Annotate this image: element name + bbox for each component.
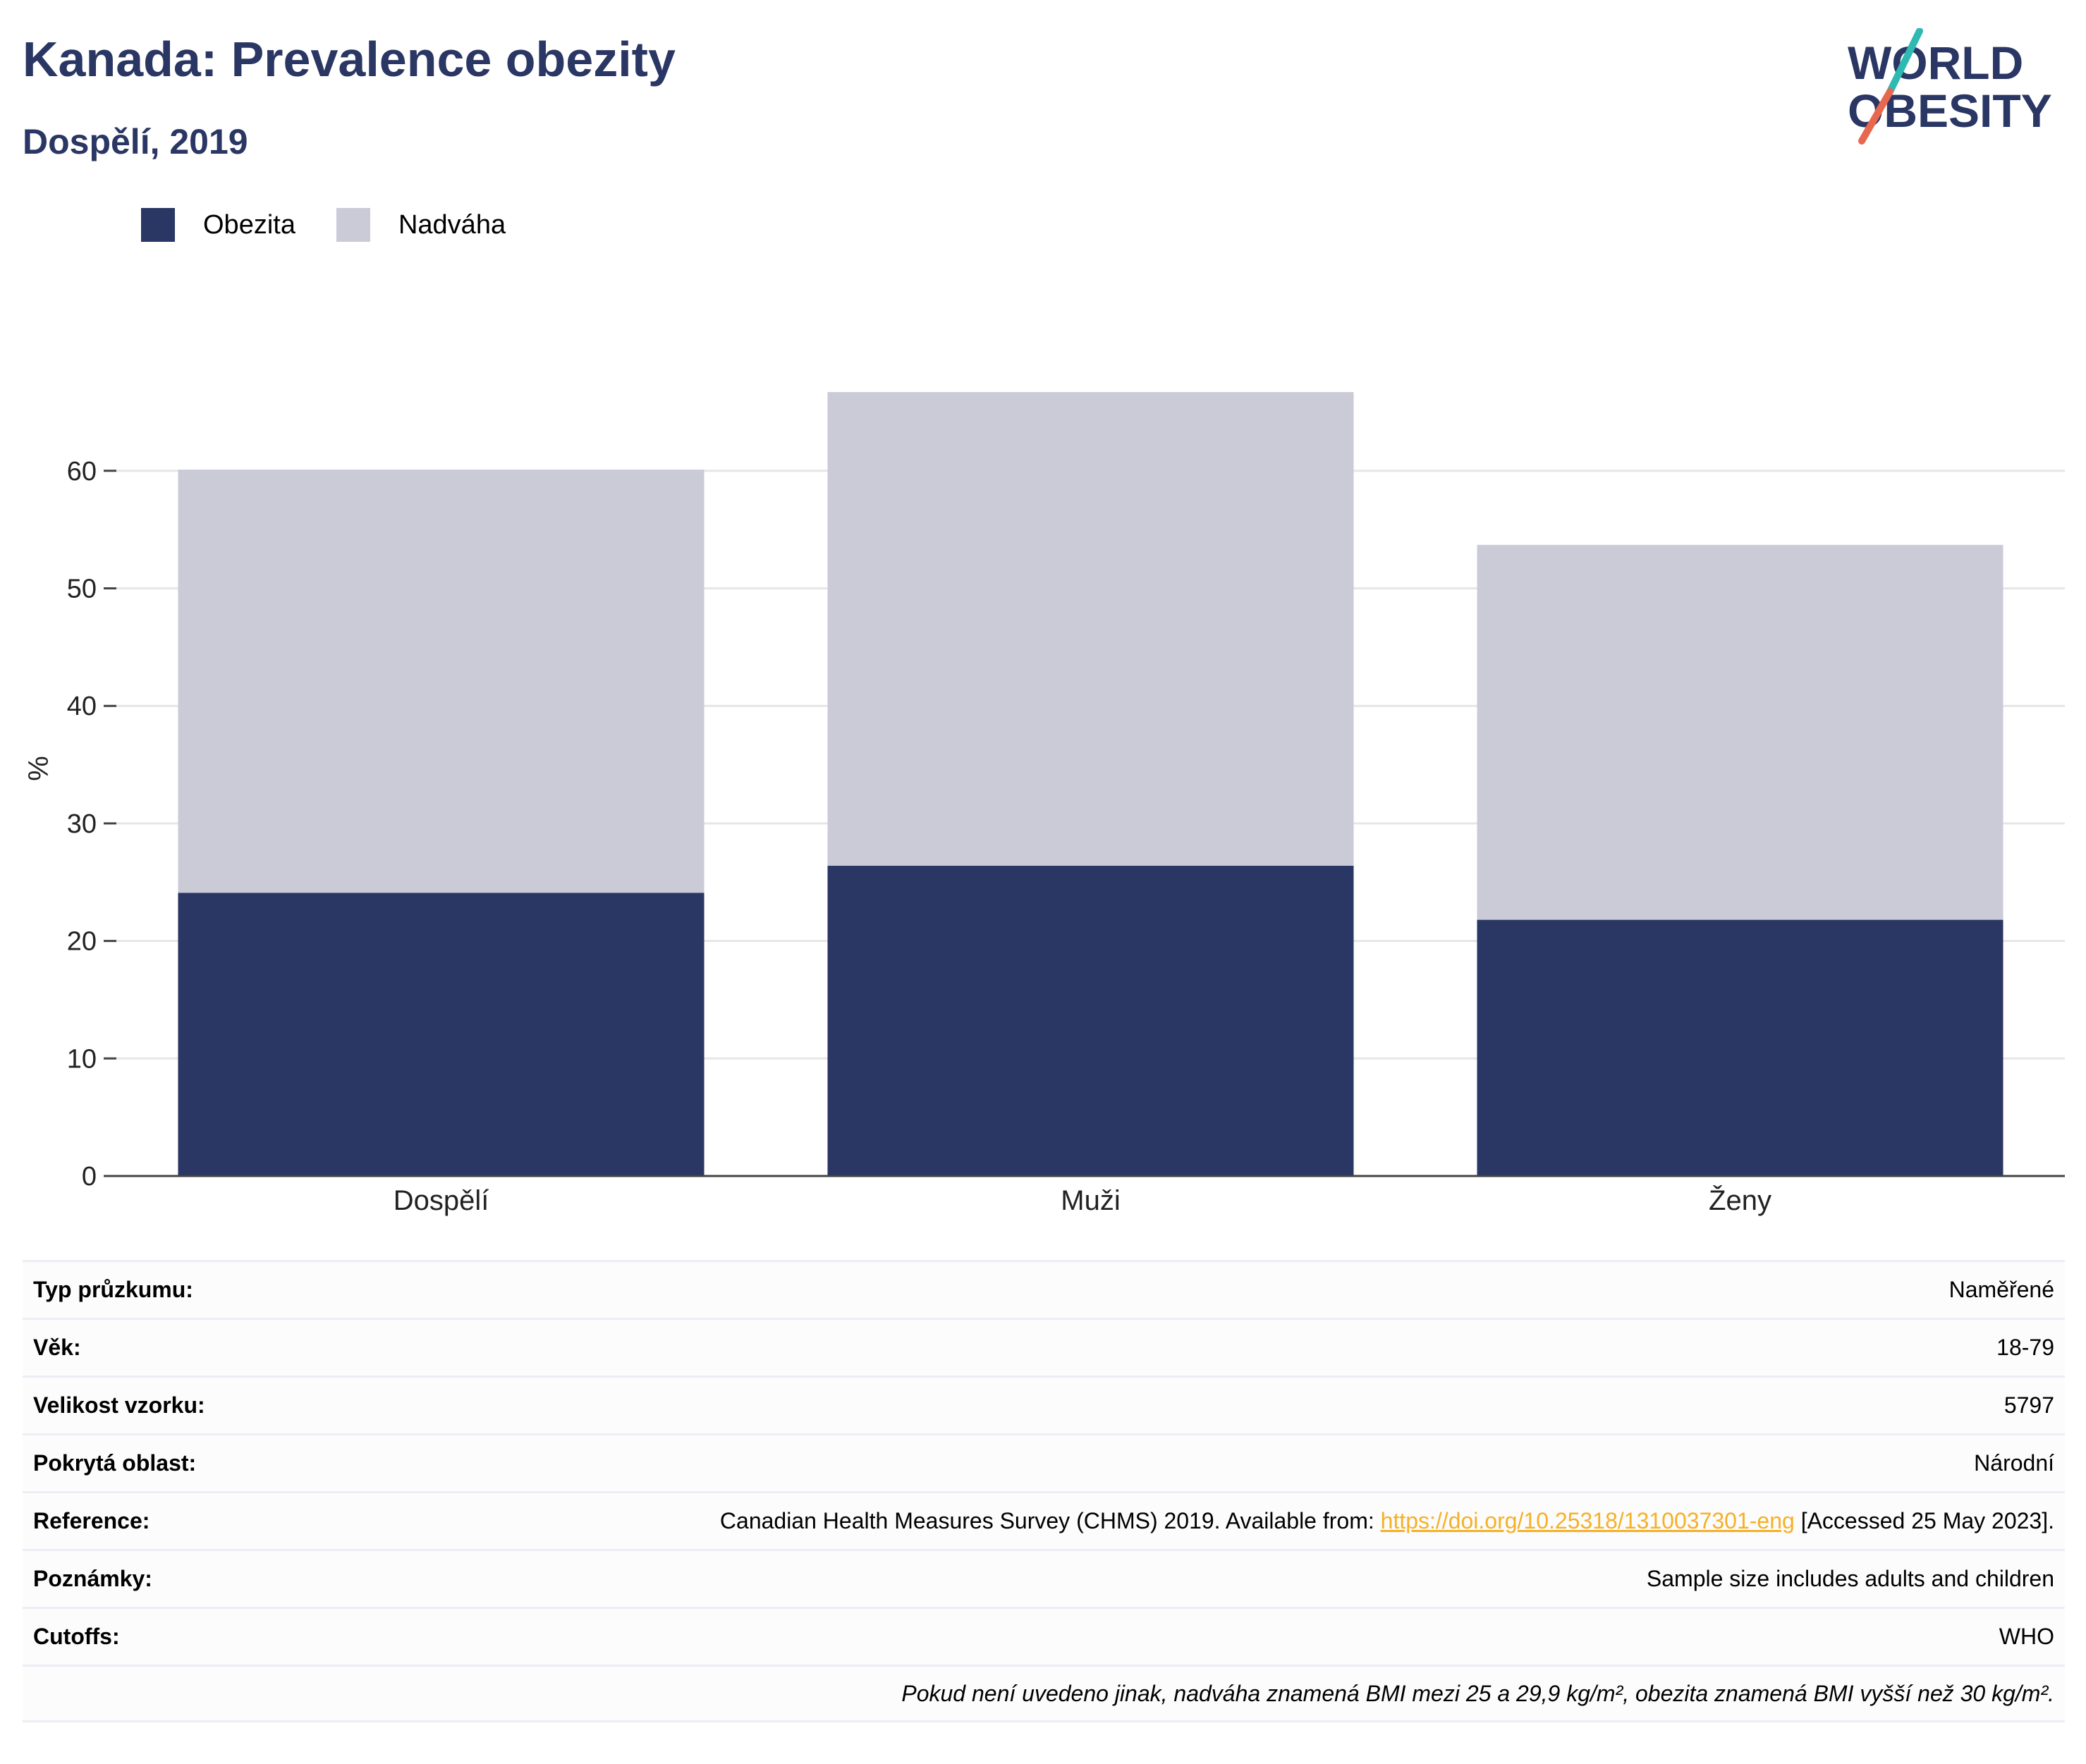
legend-swatch-obezita <box>141 208 175 242</box>
info-key: Reference: <box>33 1508 150 1533</box>
y-tick-label: 30 <box>67 809 97 839</box>
world-obesity-logo: WORLD OBESITY <box>1848 28 2052 145</box>
bar-nadvaha <box>1477 544 2003 920</box>
info-row-sample-size: Velikost vzorku: 5797 <box>23 1376 2065 1433</box>
reference-link[interactable]: https://doi.org/10.25318/1310037301-eng <box>1380 1508 1795 1533</box>
legend-label-nadvaha: Nadváha <box>398 209 506 240</box>
stacked-bar-chart: 0 10 20 30 40 50 60% Dospělí Muži Ženy <box>23 392 2065 1216</box>
y-axis-label: % <box>23 756 54 781</box>
footnote: Pokud není uvedeno jinak, nadváha znamen… <box>901 1680 2054 1706</box>
chart-title: Kanada: Prevalence obezity <box>23 32 676 87</box>
info-key: Velikost vzorku: <box>33 1392 205 1418</box>
info-value: WHO <box>1999 1624 2054 1649</box>
info-row-cutoffs: Cutoffs: WHO <box>23 1607 2065 1665</box>
info-row-age: Věk: 18-79 <box>23 1318 2065 1376</box>
info-key: Cutoffs: <box>33 1624 120 1649</box>
info-row-footnote: Pokud není uvedeno jinak, nadváha znamen… <box>23 1665 2065 1722</box>
reference-text: Canadian Health Measures Survey (CHMS) 2… <box>719 1508 1381 1533</box>
y-tick-label: 20 <box>67 927 97 957</box>
x-tick-label: Dospělí <box>394 1185 489 1216</box>
reference-accessed: [Accessed 25 May 2023]. <box>1794 1508 2054 1533</box>
x-tick-label: Ženy <box>1709 1184 1771 1216</box>
info-value: 18-79 <box>1996 1335 2054 1360</box>
info-key: Pokrytá oblast: <box>33 1450 197 1476</box>
info-key: Typ průzkumu: <box>33 1277 193 1302</box>
info-row-coverage: Pokrytá oblast: Národní <box>23 1433 2065 1491</box>
legend-swatch-nadvaha <box>336 208 370 242</box>
info-value: 5797 <box>2003 1392 2054 1418</box>
bar-nadvaha <box>178 470 705 893</box>
y-tick-label: 10 <box>67 1044 97 1074</box>
bar-obezita <box>178 893 705 1176</box>
legend-item-nadvaha[interactable]: Nadváha <box>336 208 506 242</box>
chart-subtitle: Dospělí, 2019 <box>23 122 248 161</box>
chart-legend: Obezita Nadváha <box>141 208 547 242</box>
info-key: Poznámky: <box>33 1566 152 1591</box>
info-value: Naměřené <box>1948 1277 2054 1302</box>
x-tick-label: Muži <box>1061 1185 1120 1216</box>
info-value: Canadian Health Measures Survey (CHMS) 2… <box>720 1508 2054 1534</box>
info-key: Věk: <box>33 1335 81 1360</box>
info-row-survey-type: Typ průzkumu: Naměřené <box>23 1260 2065 1318</box>
legend-label-obezita: Obezita <box>203 209 295 240</box>
info-row-reference: Reference: Canadian Health Measures Surv… <box>23 1491 2065 1549</box>
y-tick-label: 50 <box>67 575 97 604</box>
info-value: Sample size includes adults and children <box>1646 1566 2054 1591</box>
logo-line1: WORLD <box>1848 37 2023 89</box>
y-tick-label: 0 <box>82 1162 97 1192</box>
bar-obezita <box>1477 919 2003 1176</box>
bar-obezita <box>827 865 1354 1176</box>
y-tick-label: 60 <box>67 457 97 486</box>
y-tick-label: 40 <box>67 692 97 721</box>
info-table: Typ průzkumu: Naměřené Věk: 18-79 Veliko… <box>23 1260 2065 1722</box>
info-value: Národní <box>1974 1450 2054 1476</box>
info-row-notes: Poznámky: Sample size includes adults an… <box>23 1549 2065 1607</box>
bar-nadvaha <box>827 392 1354 866</box>
legend-item-obezita[interactable]: Obezita <box>141 208 295 242</box>
